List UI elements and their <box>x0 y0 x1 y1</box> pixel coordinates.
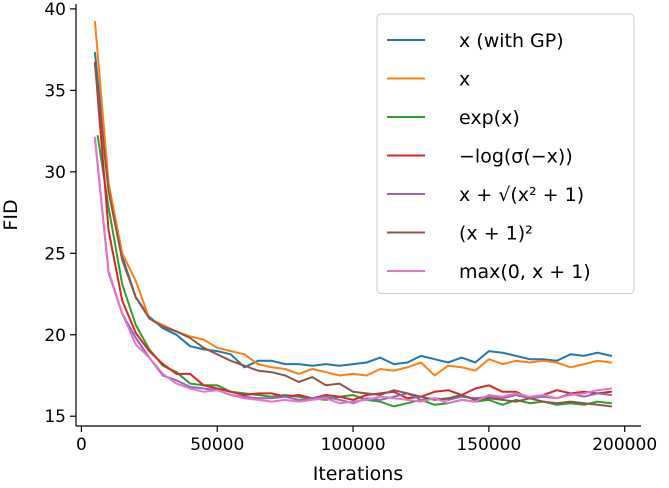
y-axis-label: FID <box>0 199 22 230</box>
x-tick-label: 100000 <box>321 435 386 455</box>
legend-label-2: exp(x) <box>459 107 520 129</box>
series-line-6 <box>94 136 613 405</box>
series-line-0 <box>94 51 613 369</box>
x-tick-label: 150000 <box>456 435 521 455</box>
axes <box>75 4 641 427</box>
ticks: 0 50000 100000 150000 200000 15 20 25 30 35 40 <box>44 0 657 455</box>
series-line-4 <box>94 138 613 405</box>
legend-label-6: max(0, x + 1) <box>459 261 591 283</box>
series-line-5 <box>94 63 613 408</box>
y-tick-label: 40 <box>44 0 66 20</box>
x-tick-label: 200000 <box>592 435 657 455</box>
y-tick-label: 30 <box>44 163 66 183</box>
legend-box <box>376 13 635 294</box>
series-layer <box>94 20 613 408</box>
x-tick-label: 0 <box>76 435 87 455</box>
y-tick-label: 15 <box>44 407 66 427</box>
series-line-2 <box>96 135 613 408</box>
legend-label-3: −log(σ(−x)) <box>459 146 573 168</box>
y-tick-label: 20 <box>44 326 66 346</box>
legend-label-1: x <box>459 69 470 91</box>
x-tick-label: 50000 <box>190 435 244 455</box>
y-tick-label: 35 <box>44 81 66 101</box>
legend-label-4: x + √(x² + 1) <box>459 184 584 206</box>
legend-label-5: (x + 1)² <box>459 223 533 245</box>
x-axis-label: Iterations <box>313 463 404 485</box>
legend: x (with GP) x exp(x) −log(σ(−x)) x + √(x² + … <box>376 13 635 294</box>
y-tick-label: 25 <box>44 244 66 264</box>
legend-label-0: x (with GP) <box>459 30 564 52</box>
